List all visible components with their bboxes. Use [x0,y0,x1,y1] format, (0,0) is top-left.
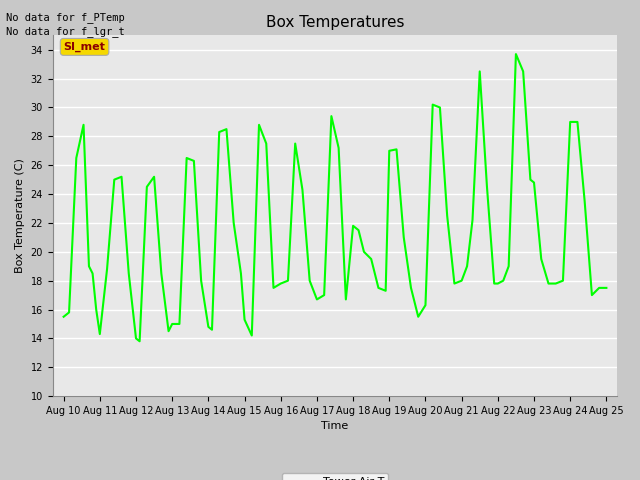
Title: Box Temperatures: Box Temperatures [266,15,404,30]
X-axis label: Time: Time [321,421,349,432]
Text: No data for f_lgr_t: No data for f_lgr_t [6,26,125,37]
Legend: Tower Air T: Tower Air T [282,473,388,480]
Text: SI_met: SI_met [63,42,106,52]
Text: No data for f_PTemp: No data for f_PTemp [6,12,125,23]
Y-axis label: Box Temperature (C): Box Temperature (C) [15,158,25,273]
